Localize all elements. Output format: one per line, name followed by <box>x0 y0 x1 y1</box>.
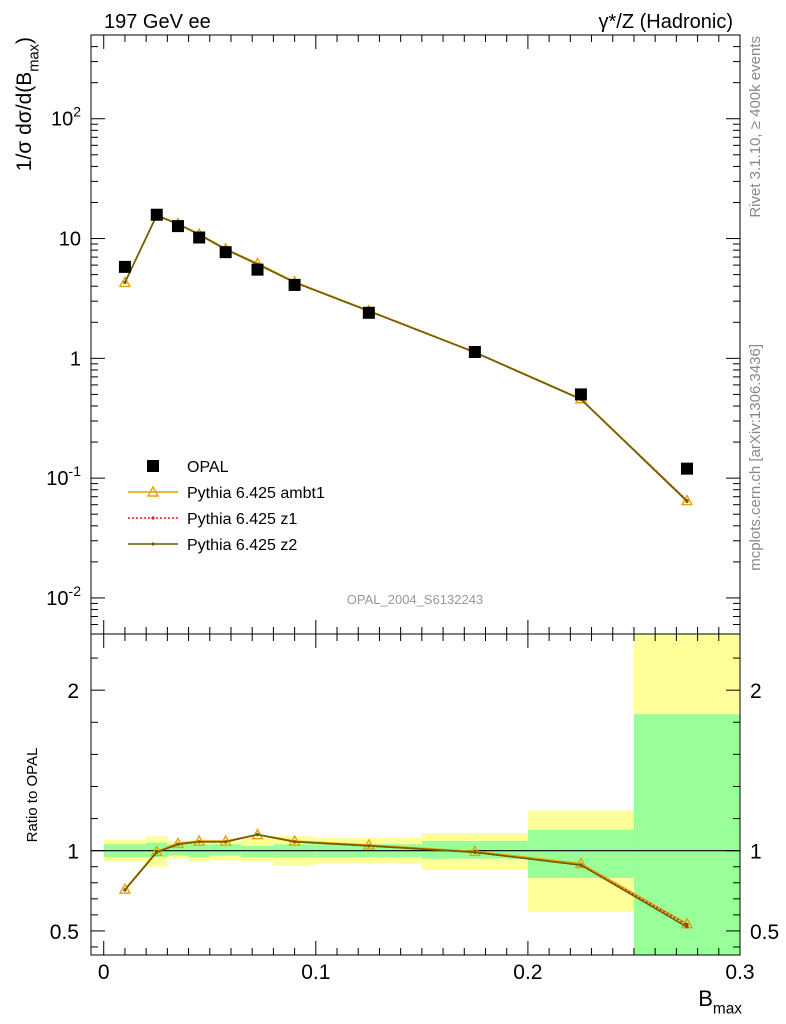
ratio-point <box>685 922 689 927</box>
ratio-y-axis-label: Ratio to OPAL <box>24 748 41 843</box>
ratio-point <box>362 838 376 850</box>
y-tick-label: 10-2 <box>46 583 81 610</box>
legend: OPAL Pythia 6.425 ambt1 Pythia 6.425 z1 Pyt… <box>128 459 325 554</box>
ratio-point <box>176 842 180 846</box>
ratio-point <box>197 840 201 844</box>
y-tick-label: 10 <box>59 229 81 251</box>
ratio-point <box>251 828 264 840</box>
ratio-y-tick-label-right: 2 <box>750 680 762 703</box>
data-point <box>680 462 693 475</box>
ratio-y-tick-label-right: 0.5 <box>750 921 779 944</box>
ratio-point <box>224 840 228 844</box>
data-point <box>118 260 131 273</box>
data-point <box>171 220 184 233</box>
main-panel-axes: 10-2 10-1 1 10 102 <box>46 34 741 635</box>
ratio-point <box>473 850 477 854</box>
main-panel-series <box>118 208 694 506</box>
ratio-y-tick-label-right: 1 <box>750 841 762 864</box>
ratio-point <box>579 863 583 867</box>
legend-marker <box>151 516 155 520</box>
legend-marker <box>151 542 155 546</box>
ratio-y-tick-label: 1 <box>67 841 79 864</box>
main-y-axis-label: 1/σ dσ/d(Bmax) <box>13 37 42 171</box>
ratio-panel-frame <box>90 633 741 956</box>
ratio-point <box>155 850 159 854</box>
data-point <box>574 388 587 401</box>
ratio-point <box>123 888 127 892</box>
data-point <box>150 208 163 221</box>
data-point <box>362 306 375 319</box>
data-point <box>685 499 689 503</box>
y-tick-label: 102 <box>51 104 81 131</box>
ratio-point <box>118 882 132 894</box>
x-axis-label: Bmax <box>698 986 742 1018</box>
header-left: 197 GeV ee <box>104 11 211 33</box>
ratio-y-tick-label: 0.5 <box>50 921 79 944</box>
data-point <box>468 345 481 358</box>
data-point <box>251 263 264 276</box>
header-right: γ*/Z (Hadronic) <box>599 11 733 33</box>
legend-label: Pythia 6.425 z2 <box>187 537 297 554</box>
ratio-series-pythia-6-425-z2 <box>123 833 689 929</box>
data-point <box>288 278 301 291</box>
ratio-point <box>574 857 588 869</box>
ratio-panel-bands <box>91 634 740 955</box>
legend-label: Pythia 6.425 z1 <box>187 511 297 528</box>
x-tick-label: 0.1 <box>301 961 330 984</box>
legend-item: OPAL <box>147 459 229 476</box>
x-tick-label: 0.2 <box>513 961 542 984</box>
ratio-point <box>293 840 297 844</box>
stat-uncertainty-band <box>167 844 189 856</box>
ratio-y-tick-label: 2 <box>67 680 79 703</box>
data-point <box>219 246 232 259</box>
data-point <box>118 276 132 288</box>
stat-uncertainty-band <box>209 844 242 856</box>
mcplots-label: mcplots.cern.ch [arXiv:1306.3436] <box>747 344 764 571</box>
series-line <box>124 214 688 502</box>
legend-marker <box>146 485 160 497</box>
legend-item: Pythia 6.425 z2 <box>128 537 297 554</box>
legend-label: Pythia 6.425 ambt1 <box>187 485 325 502</box>
legend-item: Pythia 6.425 ambt1 <box>128 485 325 502</box>
ratio-point <box>685 925 689 929</box>
stat-uncertainty-band <box>633 714 740 955</box>
ratio-point <box>468 845 482 857</box>
x-tick-label: 0 <box>98 961 110 984</box>
y-axis-title: 1/σ dσ/d(Bmax) <box>13 37 42 171</box>
stat-uncertainty-band <box>527 829 634 878</box>
legend-label: OPAL <box>187 459 229 476</box>
ratio-panel-axes: 0.5 0.5 1 1 2 2 0 0.1 0.2 0.3 <box>50 634 779 984</box>
data-point <box>123 280 127 285</box>
legend-marker <box>147 460 159 472</box>
series-line <box>124 214 688 502</box>
series-opal <box>118 208 693 475</box>
y-tick-label: 1 <box>70 348 81 370</box>
analysis-label: OPAL_2004_S6132243 <box>347 592 483 607</box>
ratio-point <box>367 844 371 848</box>
ratio-point <box>171 837 185 849</box>
ratio-point <box>255 833 260 837</box>
stat-uncertainty-band <box>241 845 274 858</box>
data-point <box>193 231 206 244</box>
ratio-point <box>288 834 301 846</box>
ratio-point <box>192 834 206 846</box>
y-tick-label: 10-1 <box>46 463 81 490</box>
x-axis-title: Bmax <box>698 986 742 1018</box>
x-tick-label: 0.3 <box>725 961 754 984</box>
rivet-label: Rivet 3.1.10, ≥ 400k events <box>747 36 764 218</box>
legend-item: Pythia 6.425 z1 <box>128 511 297 528</box>
ratio-panel-series <box>118 828 694 929</box>
stat-uncertainty-band <box>146 842 168 858</box>
